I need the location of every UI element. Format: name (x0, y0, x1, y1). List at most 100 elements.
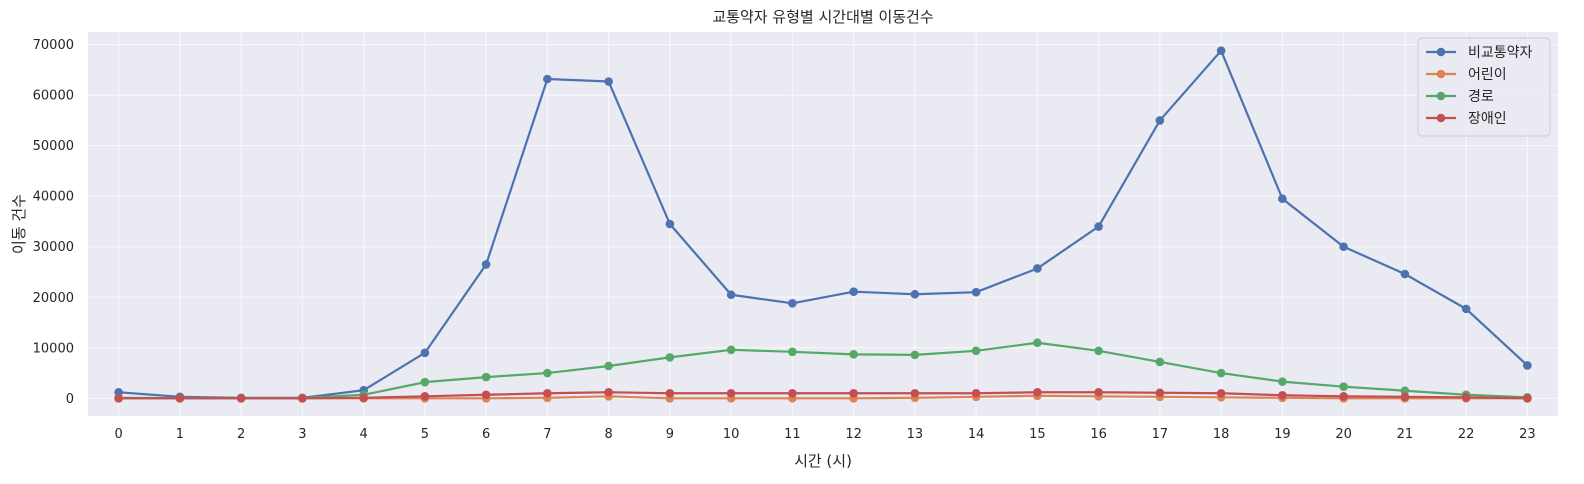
data-point (726, 290, 736, 300)
legend-item: 장애인 (1426, 111, 1507, 127)
y-tick-label: 50000 (33, 139, 74, 154)
data-point (971, 346, 981, 356)
data-point (1278, 194, 1287, 204)
data-point (849, 388, 858, 398)
legend-marker (1436, 47, 1446, 57)
legend-item: 경로 (1426, 89, 1494, 105)
data-point (604, 77, 613, 86)
data-point (420, 348, 430, 358)
legend-marker (1436, 69, 1446, 79)
x-tick-label: 5 (421, 427, 429, 442)
data-point (1216, 388, 1226, 398)
x-ticks: 0 1 2 3 4 5 6 7 8 9 10 11 12 13 14 15 16 17 18 19 20 21 22 23 (114, 427, 1535, 442)
data-point (1155, 357, 1165, 367)
y-tick-label: 40000 (33, 190, 74, 205)
data-point (788, 347, 797, 357)
plot-background (88, 32, 1558, 416)
data-point (543, 368, 552, 378)
data-point (788, 299, 797, 308)
x-tick-label: 17 (1152, 427, 1169, 442)
data-point (726, 345, 736, 355)
legend-label: 비교통약자 (1468, 45, 1533, 61)
data-point (1216, 46, 1226, 55)
x-axis-title: 시간 (시) (794, 452, 852, 470)
data-point (665, 353, 675, 362)
data-point (543, 388, 552, 398)
series-line (118, 341, 1528, 400)
data-point (114, 394, 123, 403)
data-point (910, 388, 920, 398)
legend-label: 경로 (1468, 89, 1494, 105)
x-tick-label: 1 (176, 427, 184, 442)
data-point (1033, 264, 1042, 273)
x-tick-label: 12 (845, 427, 862, 442)
data-point (1094, 387, 1103, 397)
y-tick-label: 10000 (33, 341, 74, 356)
data-point (543, 74, 552, 84)
data-point (1339, 242, 1348, 252)
legend-item: 비교통약자 (1426, 45, 1533, 61)
y-tick-label: 20000 (33, 291, 74, 306)
x-tick-label: 3 (298, 427, 306, 442)
data-point (1278, 390, 1287, 400)
data-point (910, 289, 920, 299)
legend-item: 어린이 (1426, 67, 1507, 83)
x-tick-label: 18 (1213, 427, 1230, 442)
data-point (1400, 386, 1410, 396)
data-point (665, 219, 675, 229)
x-tick-label: 20 (1335, 427, 1352, 442)
x-tick-label: 2 (237, 427, 245, 442)
x-tick-label: 16 (1090, 427, 1107, 442)
x-tick-label: 4 (359, 427, 367, 442)
x-tick-label: 6 (482, 427, 490, 442)
legend-marker (1436, 91, 1446, 101)
y-tick-label: 70000 (33, 38, 74, 53)
x-tick-label: 0 (114, 427, 122, 442)
x-tick-label: 23 (1519, 427, 1536, 442)
data-point (910, 350, 920, 360)
data-point (1155, 116, 1165, 125)
chart-title: 교통약자 유형별 시간대별 이동건수 (712, 8, 933, 26)
x-tick-label: 15 (1029, 427, 1046, 442)
y-tick-label: 60000 (33, 89, 74, 104)
x-tick-label: 13 (907, 427, 924, 442)
data-point (665, 388, 675, 398)
data-point (481, 260, 491, 269)
data-point (849, 287, 858, 297)
data-point (1094, 222, 1103, 231)
data-point (298, 394, 307, 403)
data-point (420, 377, 430, 387)
data-point (1461, 393, 1471, 402)
data-point (1339, 382, 1348, 391)
y-tick-label: 0 (66, 392, 74, 407)
series-4 (114, 387, 1532, 403)
x-tick-label: 22 (1458, 427, 1475, 442)
data-point (481, 372, 491, 382)
data-point (359, 393, 368, 403)
data-point (971, 388, 981, 398)
data-point (788, 388, 797, 398)
x-tick-label: 9 (666, 427, 674, 442)
data-point (1461, 304, 1471, 314)
data-point (1094, 346, 1103, 356)
data-point (1033, 387, 1042, 397)
data-point (236, 394, 246, 403)
data-point (849, 350, 858, 359)
x-tick-label: 8 (604, 427, 612, 442)
x-tick-label: 10 (723, 427, 740, 442)
y-axis-title: 이동 건수 (10, 194, 28, 254)
data-point (1216, 368, 1226, 378)
data-point (1523, 394, 1532, 403)
x-tick-label: 21 (1397, 427, 1414, 442)
data-point (420, 391, 430, 401)
data-point (1155, 388, 1165, 398)
data-point (604, 361, 613, 371)
data-point (1033, 338, 1042, 348)
legend-box (1417, 37, 1551, 137)
series-line (118, 391, 1528, 400)
data-point (726, 388, 736, 398)
data-point (1400, 392, 1410, 402)
x-tick-label: 14 (968, 427, 985, 442)
data-point (1400, 269, 1410, 279)
